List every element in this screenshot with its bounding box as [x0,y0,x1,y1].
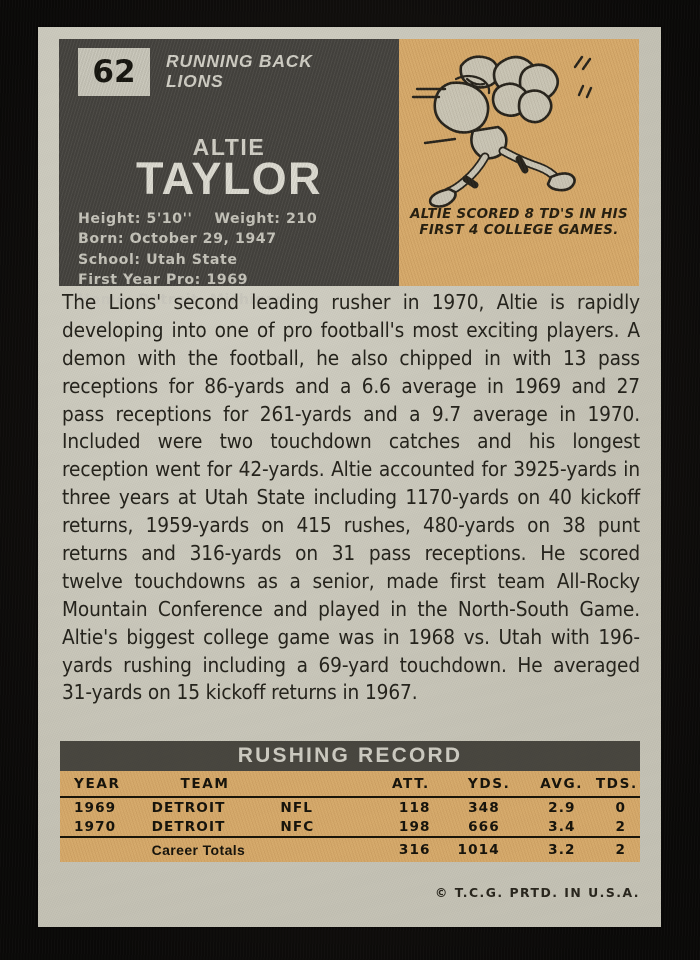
totals-spacer [60,836,130,860]
col-league [280,771,374,798]
cell-att: 118 [398,799,431,816]
table-header-row: YEAR TEAM ATT. YDS. AVG. TDS. [60,771,640,798]
table-row: 1969 DETROIT NFL 118 348 2.9 0 [60,797,640,817]
totals-att: 316 [373,836,449,860]
cell-year: 1969 [74,799,117,816]
totals-avg: 3.2 [529,836,594,860]
card-number-box: 62 [78,48,150,96]
totals-label: Career Totals [129,836,374,860]
col-team: TEAM [129,771,281,798]
cell-team: DETROIT [151,818,226,835]
team-label: LIONS [166,71,224,92]
cell-att: 198 [398,818,431,835]
player-vitals: Height: 5'10'' Weight: 210 Born: October… [78,209,398,310]
vital-height-weight: Height: 5'10'' Weight: 210 [78,211,318,227]
vital-home: Home: Detroit, Michigan [78,292,287,309]
cartoon-caption: ALTIE SCORED 8 TD'S IN HIS FIRST 4 COLLE… [410,207,628,239]
totals-tds: 2 [593,836,640,860]
col-tds: TDS. [593,771,640,798]
cell-year: 1970 [74,818,117,835]
cell-tds: 2 [615,818,626,835]
header-dark-panel: 62 RUNNING BACK LIONS ALTIE TAYLOR Heigh… [59,39,399,308]
vital-first-year-pro: First Year Pro: 1969 [78,271,249,288]
col-att: ATT. [373,771,449,798]
rushing-record-table-wrap: YEAR TEAM ATT. YDS. AVG. TDS. 1969 DETRO… [60,771,640,862]
cell-yds: 666 [468,818,500,835]
rushing-record-section: RUSHING RECORD YEAR TEAM ATT. YDS. AVG. … [60,741,640,862]
cartoon-panel: ALTIE SCORED 8 TD'S IN HIS FIRST 4 COLLE… [399,39,639,286]
vital-school: School: Utah State [78,251,238,268]
col-year: YEAR [60,771,130,798]
totals-yds: 1014 [448,836,530,860]
card-number: 62 [92,53,136,90]
running-back-cartoon-icon [411,55,593,208]
player-first-name: ALTIE [192,134,266,160]
cell-avg: 2.9 [548,799,576,816]
player-biography: The Lions' second leading rusher in 1970… [62,290,640,705]
cell-team: DETROIT [151,799,226,816]
rushing-record-title: RUSHING RECORD [60,741,640,771]
cell-league: NFC [280,818,315,835]
position-label: RUNNING BACK [166,51,313,71]
table-totals-row: Career Totals 316 1014 3.2 2 [60,836,640,860]
cell-tds: 0 [615,799,626,816]
table-row: 1970 DETROIT NFC 198 666 3.4 2 [60,817,640,837]
position-team-block: RUNNING BACK LIONS [166,51,396,92]
col-yds: YDS. [448,771,530,798]
rushing-record-table: YEAR TEAM ATT. YDS. AVG. TDS. 1969 DETRO… [60,771,640,860]
cell-yds: 348 [468,799,500,816]
card-header: 62 RUNNING BACK LIONS ALTIE TAYLOR Heigh… [59,39,639,308]
cell-avg: 3.4 [548,818,576,835]
football-card: 62 RUNNING BACK LIONS ALTIE TAYLOR Heigh… [38,27,661,927]
vital-born: Born: October 29, 1947 [78,231,277,248]
col-avg: AVG. [529,771,594,798]
player-last-name: TAYLOR [136,153,322,204]
cell-league: NFL [280,799,314,816]
copyright-line: © T.C.G. PRTD. IN U.S.A. [434,885,640,900]
